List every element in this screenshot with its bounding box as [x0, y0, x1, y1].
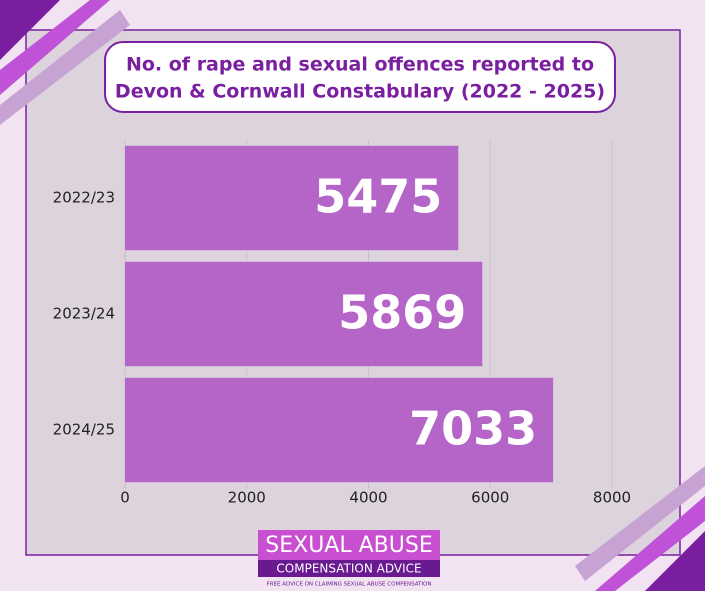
title-box — [104, 41, 616, 113]
logo: SEXUAL ABUSE COMPENSATION ADVICE FREE AD… — [258, 530, 440, 588]
logo-box — [258, 560, 440, 577]
data-label: 5475 — [314, 170, 442, 224]
bar — [125, 261, 483, 367]
logo-text: COMPENSATION ADVICE — [276, 562, 421, 576]
data-label: 5869 — [338, 286, 466, 340]
bar — [125, 377, 554, 483]
logo-box — [258, 530, 440, 560]
bar — [125, 145, 459, 251]
x-tick-label: 6000 — [471, 489, 509, 507]
x-tick-label: 4000 — [349, 489, 387, 507]
chart-title: No. of rape and sexual offences reported… — [126, 54, 594, 76]
x-tick-label: 8000 — [593, 489, 631, 507]
y-tick-label: 2022/23 — [53, 189, 115, 207]
chart-title: Devon & Cornwall Constabulary (2022 - 20… — [115, 81, 605, 103]
y-tick-label: 2023/24 — [53, 305, 115, 323]
logo-tagline: FREE ADVICE ON CLAIMING SEXUAL ABUSE COM… — [267, 582, 432, 588]
logo-text: SEXUAL ABUSE — [265, 533, 432, 558]
plot: 0 2000 4000 6000 8000 5475 2022/23 5869 2023/24 7… — [53, 140, 631, 507]
x-tick-label: 2000 — [228, 489, 266, 507]
data-label: 7033 — [409, 402, 537, 456]
y-tick-label: 2024/25 — [53, 421, 115, 439]
x-tick-label: 0 — [120, 489, 130, 507]
